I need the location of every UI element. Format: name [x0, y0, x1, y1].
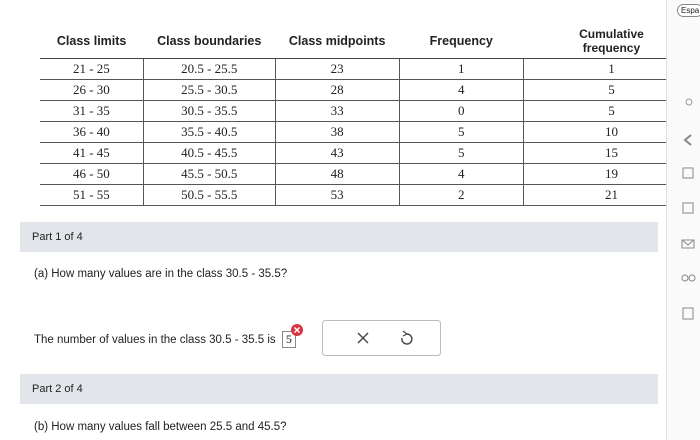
table-cell: 28 — [274, 79, 400, 101]
table-cell: 4 — [398, 163, 524, 185]
table-cell: 31 - 35 — [40, 100, 144, 122]
answer-box[interactable]: 5 — [281, 324, 303, 348]
table-row: 46 - 50 45.5 - 50.5 48 4 19 — [40, 163, 700, 185]
question: (b) How many values fall between 25.5 an… — [34, 421, 287, 433]
table-cell: 21 — [522, 184, 700, 206]
answer-value: 5 — [285, 332, 292, 346]
table-cell: 36 - 40 — [40, 121, 144, 143]
column-header: Class midpoints — [275, 24, 400, 59]
table-cell: 4 — [398, 79, 524, 101]
table-row: 36 - 40 35.5 - 40.5 38 5 10 — [40, 121, 700, 143]
table-cell: 30.5 - 35.5 — [142, 100, 276, 122]
tool-icons — [681, 98, 696, 320]
part-header: Part 2 of 4 — [20, 374, 658, 404]
table-row: 51 - 55 50.5 - 55.5 53 2 21 — [40, 184, 700, 206]
table-cell: 0 — [398, 100, 524, 122]
undo-button[interactable] — [401, 330, 413, 345]
table-cell: 5 — [398, 142, 524, 164]
column-header: Class limits — [40, 24, 144, 59]
table-cell: 1 — [398, 58, 524, 80]
header-row: Class limits Class boundaries Class midpoi… — [40, 24, 700, 59]
language-button[interactable]: Espa — [677, 4, 700, 17]
table-row: 26 - 30 25.5 - 30.5 28 4 5 — [40, 79, 700, 101]
table-cell: 25.5 - 30.5 — [142, 79, 276, 101]
table-cell: 20.5 - 25.5 — [142, 58, 276, 80]
table-cell: 41 - 45 — [40, 142, 144, 164]
column-header: Class boundaries — [143, 24, 276, 59]
table-row: 41 - 45 40.5 - 45.5 43 5 15 — [40, 142, 700, 164]
table-cell: 51 - 55 — [40, 184, 144, 206]
column-header: Frequency — [399, 24, 524, 59]
table-row: 31 - 35 30.5 - 35.5 33 0 5 — [40, 100, 700, 122]
part-header: Part 1 of 4 — [20, 222, 658, 252]
table-body: 21 - 25 20.5 - 25.5 23 1 1 26 - 30 25.5 - 30.5… — [40, 58, 700, 206]
table-row: 21 - 25 20.5 - 25.5 23 1 1 — [40, 58, 700, 80]
table-cell: 50.5 - 55.5 — [142, 184, 276, 206]
table-cell: 40.5 - 45.5 — [142, 142, 276, 164]
table-cell: 43 — [274, 142, 400, 164]
table-cell: 5 — [398, 121, 524, 143]
table-cell: 26 - 30 — [40, 79, 144, 101]
clear-button[interactable] — [357, 332, 369, 344]
table-cell: 35.5 - 40.5 — [142, 121, 276, 143]
table-cell: 21 - 25 — [40, 58, 144, 80]
table-cell: 48 — [274, 163, 400, 185]
sidebar: Espa — [666, 0, 700, 440]
part-label: Part 2 of 4 — [32, 383, 83, 395]
table-cell: 33 — [274, 100, 400, 122]
answer-sentence: The number of values in the class 30.5 -… — [34, 324, 303, 348]
table-cell: 38 — [274, 121, 400, 143]
part-label: Part 1 of 4 — [32, 231, 83, 243]
table-cell: 2 — [398, 184, 524, 206]
answer-text: The number of values in the class 30.5 -… — [34, 334, 276, 346]
table-cell: 46 - 50 — [40, 163, 144, 185]
table-cell: 45.5 - 50.5 — [142, 163, 276, 185]
wrong-badge — [290, 324, 303, 336]
action-buttons — [322, 320, 441, 356]
table-cell: 53 — [274, 184, 400, 206]
question: (a) How many values are in the class 30.… — [34, 268, 288, 280]
table-cell: 23 — [274, 58, 400, 80]
frequency-table: Class limits Class boundaries Class midpoi… — [40, 24, 700, 206]
